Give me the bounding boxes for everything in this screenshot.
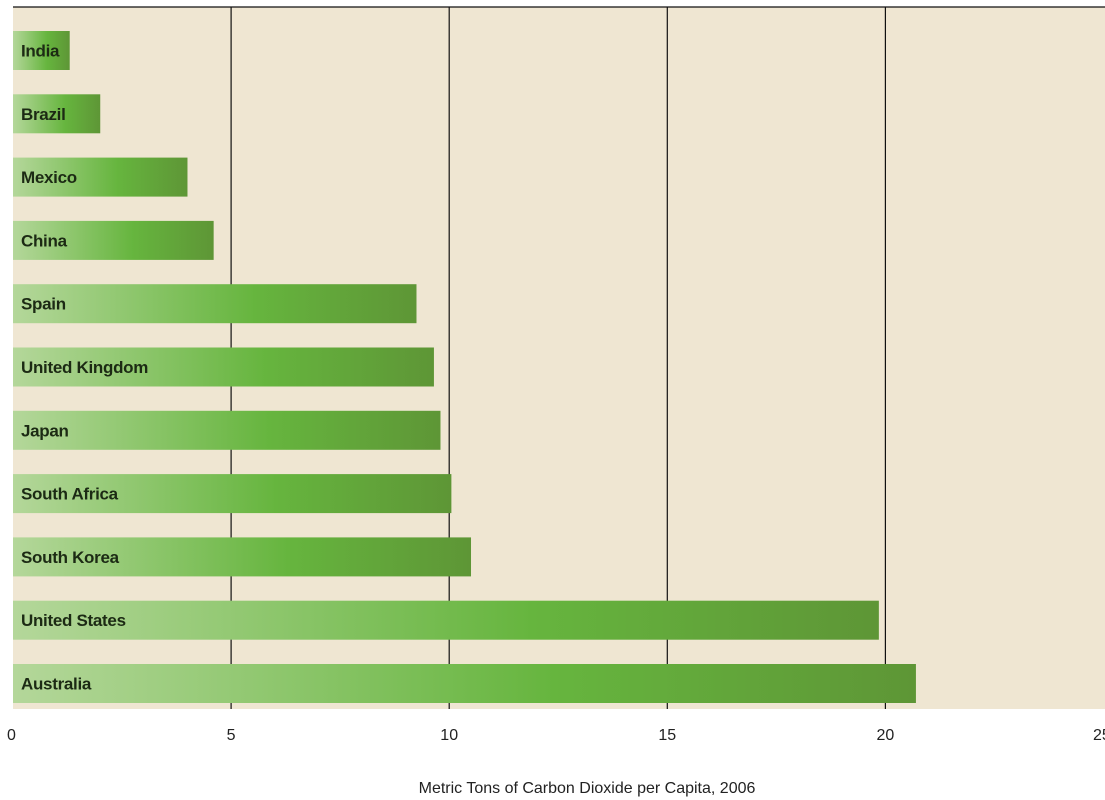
- bar-label-china: China: [21, 231, 68, 250]
- bar-label-united-states: United States: [21, 611, 126, 630]
- bar-label-india: India: [21, 42, 60, 61]
- x-tick-label-0: 0: [7, 727, 16, 744]
- bar-label-united-kingdom: United Kingdom: [21, 358, 148, 377]
- x-tick-label-15: 15: [658, 727, 676, 744]
- bar-united-states: [13, 600, 879, 640]
- bar-south-africa: [13, 474, 452, 514]
- bar-india: [13, 31, 70, 70]
- bar-label-south-africa: South Africa: [21, 485, 119, 504]
- x-axis-ticks: 0 5 10 15 20 25: [7, 727, 1105, 744]
- bar-brazil: [13, 94, 101, 134]
- bar-label-spain: Spain: [21, 295, 66, 314]
- bars: India Brazil Mexico China Spain United Kingdo…: [13, 31, 916, 703]
- x-tick-label-5: 5: [227, 727, 236, 744]
- bar-label-brazil: Brazil: [21, 105, 66, 124]
- bar-label-mexico: Mexico: [21, 168, 77, 187]
- bar-japan: [13, 410, 441, 450]
- bar-united-kingdom: [13, 347, 434, 387]
- bar-label-australia: Australia: [21, 675, 92, 694]
- bar-label-japan: Japan: [21, 421, 69, 440]
- bar-label-south-korea: South Korea: [21, 548, 120, 567]
- x-axis-title: Metric Tons of Carbon Dioxide per Capita…: [419, 780, 756, 797]
- x-tick-label-20: 20: [877, 727, 895, 744]
- bar-south-korea: [13, 537, 472, 577]
- x-tick-label-25: 25: [1093, 727, 1105, 744]
- bar-spain: [13, 284, 417, 324]
- x-tick-label-10: 10: [440, 727, 458, 744]
- bar-mexico: [13, 157, 188, 197]
- bar-australia: [13, 664, 916, 703]
- bar-china: [13, 220, 214, 260]
